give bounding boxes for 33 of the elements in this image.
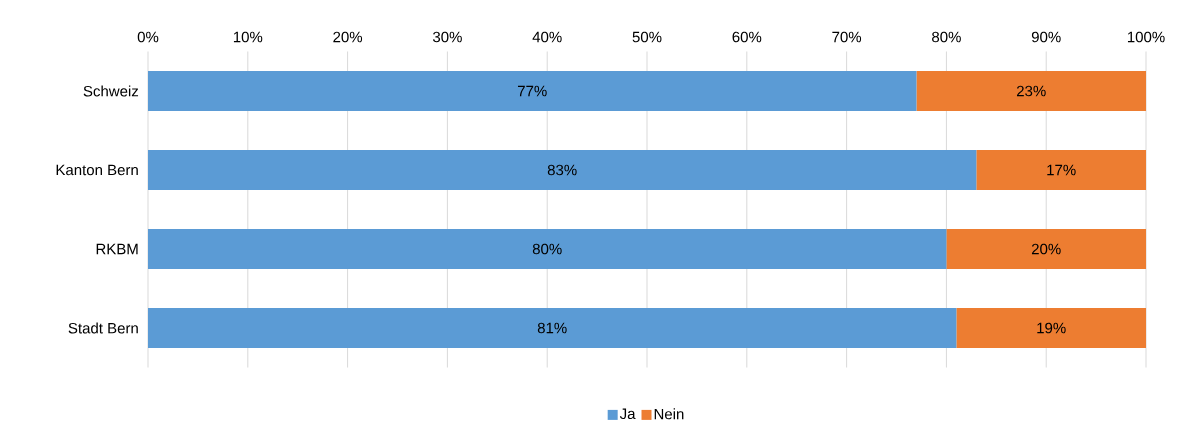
bar xyxy=(148,71,917,111)
data-label: 19% xyxy=(1037,322,1066,334)
x-tick-label: 90% xyxy=(1031,31,1061,43)
x-tick-label: 80% xyxy=(932,31,961,43)
x-tick-label: 100% xyxy=(1127,31,1165,43)
bar xyxy=(148,308,957,348)
data-label: 81% xyxy=(537,322,567,334)
bar xyxy=(916,71,1147,111)
x-tick-label: 0% xyxy=(137,31,159,43)
y-tick-label: Kanton Bern xyxy=(56,164,138,176)
legend-label: Ja xyxy=(619,408,636,420)
x-tick-label: 50% xyxy=(632,31,662,43)
data-label: 23% xyxy=(1016,85,1046,97)
x-tick-label: 10% xyxy=(233,31,263,43)
x-tick-label: 60% xyxy=(732,31,762,43)
bar xyxy=(946,229,1147,269)
data-label: 80% xyxy=(532,243,562,255)
data-label: 17% xyxy=(1047,164,1076,176)
x-tick-label: 40% xyxy=(532,31,562,43)
x-tick-label: 70% xyxy=(832,31,862,43)
data-label: 83% xyxy=(547,164,577,176)
bar xyxy=(956,308,1147,348)
x-tick-label: 20% xyxy=(333,31,363,43)
data-label: 77% xyxy=(517,85,547,97)
bar xyxy=(148,229,947,269)
data-label: 20% xyxy=(1031,243,1061,255)
legend-label: Nein xyxy=(654,408,684,420)
y-tick-label: Schweiz xyxy=(83,85,139,97)
y-tick-label: Stadt Bern xyxy=(68,322,138,334)
y-tick-label: RKBM xyxy=(96,243,138,255)
bar xyxy=(976,150,1147,190)
x-tick-label: 30% xyxy=(432,31,462,43)
bar xyxy=(148,150,977,190)
